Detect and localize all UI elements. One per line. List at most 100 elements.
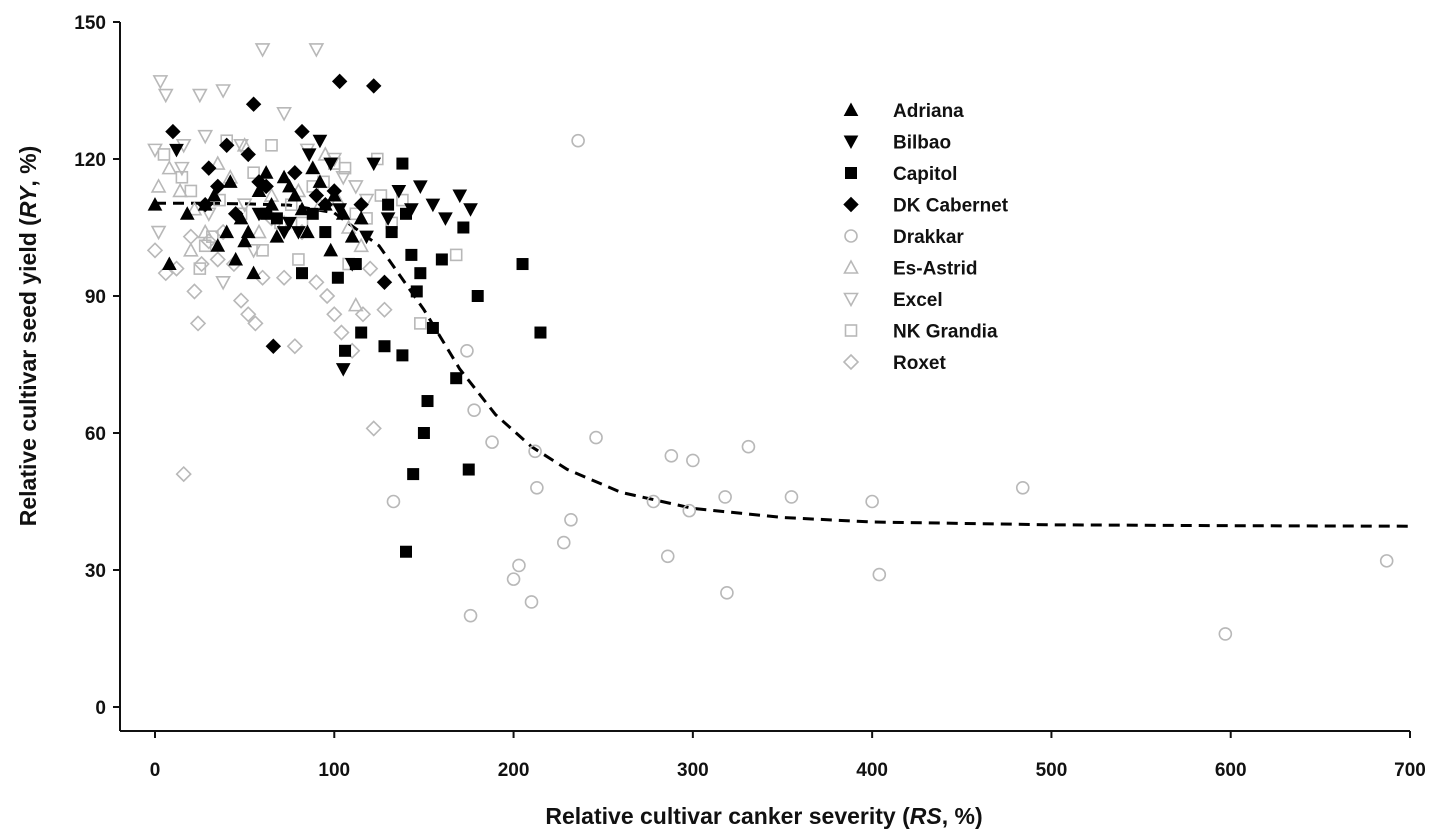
data-point	[206, 187, 222, 202]
x-axis-title: Relative cultivar canker severity (RS, %…	[545, 803, 982, 829]
series-excel	[147, 43, 375, 291]
legend-marker	[843, 196, 859, 213]
data-point	[463, 203, 478, 217]
data-point	[150, 225, 167, 241]
legend-item: DK Cabernet	[843, 196, 1009, 217]
data-point	[240, 146, 256, 163]
series-bilbao	[169, 134, 478, 377]
data-point	[326, 306, 343, 323]
x-tick-label: 500	[1036, 760, 1068, 781]
data-point	[276, 226, 292, 240]
legend-label: Es-Astrid	[893, 259, 977, 280]
data-point	[246, 265, 261, 280]
data-point	[210, 238, 226, 252]
data-point	[233, 139, 249, 154]
data-point	[323, 242, 339, 257]
data-point	[1015, 480, 1030, 495]
data-point	[157, 88, 174, 104]
data-point	[382, 198, 395, 211]
x-tick-label: 100	[318, 760, 350, 781]
data-point	[247, 166, 260, 179]
data-point	[506, 572, 521, 586]
data-point	[438, 212, 453, 226]
data-point	[294, 123, 310, 140]
data-point	[365, 420, 382, 437]
data-point	[405, 248, 418, 261]
data-point	[1218, 627, 1233, 641]
data-point	[556, 535, 571, 550]
data-point	[344, 229, 360, 243]
data-point	[282, 216, 297, 231]
data-point	[247, 315, 264, 332]
data-point	[251, 223, 267, 239]
data-point	[435, 253, 448, 266]
data-point	[147, 197, 163, 211]
data-point	[396, 157, 409, 170]
data-point	[301, 148, 317, 162]
data-point	[784, 490, 799, 504]
data-point	[426, 321, 439, 334]
legend-label: DK Cabernet	[893, 196, 1009, 217]
data-point	[186, 283, 203, 300]
data-point	[353, 237, 370, 253]
data-point	[191, 88, 208, 104]
legend-label: Excel	[893, 290, 943, 311]
data-point	[366, 157, 382, 172]
data-point	[463, 608, 478, 623]
data-point	[1379, 554, 1394, 568]
data-point	[380, 212, 396, 226]
data-point	[450, 372, 463, 385]
series-capitol	[260, 157, 547, 558]
data-point	[183, 242, 199, 257]
data-point	[682, 503, 697, 518]
legend-label: Bilbao	[893, 133, 951, 154]
legend-label: Drakkar	[893, 227, 964, 248]
data-point	[165, 123, 181, 140]
x-tick-label: 600	[1215, 760, 1247, 781]
data-point	[530, 480, 544, 495]
data-point	[571, 133, 585, 148]
data-point	[210, 178, 226, 195]
data-point	[457, 221, 470, 234]
data-point	[376, 301, 393, 318]
data-point	[326, 183, 342, 199]
legend-item: Drakkar	[844, 227, 964, 248]
data-point	[201, 160, 217, 176]
y-tick-label: 90	[85, 287, 106, 308]
data-point	[254, 43, 271, 58]
data-point	[319, 226, 332, 239]
legend-marker	[842, 353, 860, 371]
data-point	[374, 189, 388, 202]
data-point	[318, 287, 336, 305]
data-point	[184, 184, 198, 198]
data-point	[275, 269, 293, 286]
data-point	[471, 290, 484, 302]
data-point	[209, 155, 226, 170]
data-point	[292, 253, 305, 266]
data-point	[333, 324, 350, 341]
data-point	[331, 271, 344, 284]
data-point	[172, 182, 188, 198]
data-point	[391, 184, 407, 199]
data-point	[270, 212, 283, 225]
data-point	[305, 160, 321, 175]
data-point	[312, 174, 328, 188]
x-tick-label: 400	[856, 760, 888, 781]
data-point	[400, 545, 412, 558]
x-tick-label: 700	[1394, 760, 1426, 781]
legend-marker	[844, 324, 858, 337]
data-point	[147, 143, 163, 159]
data-point	[646, 494, 661, 509]
data-point	[865, 494, 879, 509]
legend-item: Adriana	[843, 101, 964, 122]
x-tick-label: 0	[150, 760, 161, 781]
data-point	[150, 178, 167, 193]
data-point	[179, 206, 195, 220]
fit-curve-layer	[155, 201, 1411, 528]
legend-marker	[845, 167, 857, 179]
data-point	[660, 549, 675, 564]
data-point	[193, 262, 207, 275]
data-point	[378, 340, 391, 353]
data-point	[240, 306, 257, 323]
data-point	[209, 251, 226, 268]
